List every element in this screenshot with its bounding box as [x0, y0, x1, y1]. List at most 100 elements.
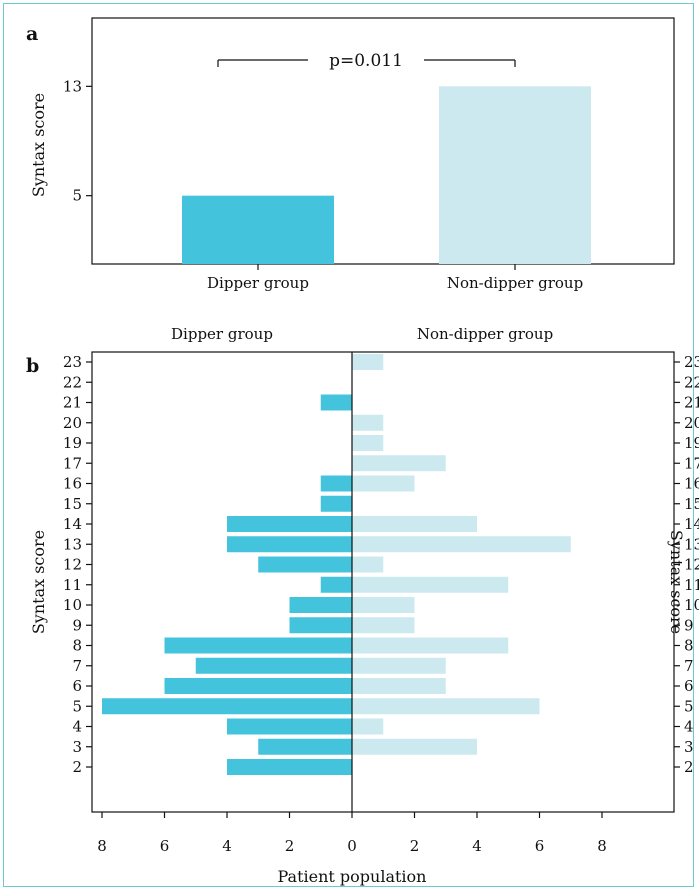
panel-b: Dipper group Non-dipper group b Syntax s…: [26, 325, 699, 886]
x-tick-label: 4: [222, 837, 232, 855]
non-dipper-bar-20: [352, 414, 384, 431]
non-dipper-bar-4: [352, 718, 384, 735]
right-y-tick-label: 3: [684, 738, 694, 756]
left-y-tick-label: 7: [72, 657, 82, 675]
bar-dipper-group: [182, 195, 334, 264]
non-dipper-bar-11: [352, 576, 509, 593]
left-y-tick-label: 20: [63, 414, 82, 432]
left-y-tick-label: 9: [72, 616, 82, 634]
left-y-tick-label: 23: [63, 353, 82, 371]
right-y-tick-label: 2: [684, 758, 694, 776]
p-value-label: p=0.011: [329, 51, 403, 71]
right-y-tick-label: 11: [684, 576, 699, 594]
left-y-tick-label: 22: [63, 373, 82, 391]
x-tick-label: 2: [410, 837, 420, 855]
right-y-tick-label: 6: [684, 677, 694, 695]
panel-b-left-y-axis-title: Syntax score: [29, 530, 48, 634]
left-y-tick-label: 19: [63, 434, 82, 452]
x-tick-label: 4: [472, 837, 482, 855]
left-y-tick-label: 5: [72, 697, 82, 715]
dipper-bar-15: [320, 495, 352, 512]
figure-frame: [3, 3, 694, 887]
left-y-tick-label: 12: [63, 556, 82, 574]
panel-b-plot-frame: [91, 351, 675, 813]
non-dipper-bar-10: [352, 597, 415, 613]
right-y-tick-label: 5: [684, 697, 694, 715]
right-y-tick-label: 15: [684, 495, 699, 513]
left-y-tick-label: 14: [63, 515, 82, 533]
left-y-tick-label: 4: [72, 718, 82, 736]
right-y-tick-label: 14: [684, 515, 699, 533]
dipper-bar-12: [258, 556, 352, 573]
dipper-bar-21: [320, 394, 352, 411]
x-tick-label: 6: [160, 837, 170, 855]
left-y-tick-label: 3: [72, 738, 82, 756]
x-tick-label: 2: [285, 837, 295, 855]
panel-b-right-title: Non-dipper group: [417, 325, 553, 343]
right-y-tick-label: 23: [684, 353, 699, 371]
non-dipper-bar-6: [352, 678, 446, 694]
right-y-tick-label: 9: [684, 616, 694, 634]
right-y-tick-label: 19: [684, 434, 699, 452]
right-y-tick-label: 17: [684, 454, 699, 472]
non-dipper-bar-13: [352, 536, 571, 553]
non-dipper-bar-16: [352, 475, 415, 492]
panel-b-label: b: [26, 355, 39, 377]
dipper-bar-2: [227, 759, 352, 775]
left-y-tick-label: 16: [63, 475, 82, 493]
significance-bracket: p=0.011: [217, 51, 516, 71]
dipper-bar-14: [227, 516, 352, 532]
non-dipper-bar-3: [352, 738, 477, 755]
y-tick-label: 13: [63, 77, 82, 95]
panel-b-x-axis-title: Patient population: [278, 867, 427, 886]
right-y-tick-label: 12: [684, 556, 699, 574]
right-y-tick-label: 16: [684, 475, 699, 493]
left-y-tick-label: 13: [63, 535, 82, 553]
right-y-tick-label: 4: [684, 718, 694, 736]
non-dipper-bar-14: [352, 516, 477, 532]
right-y-tick-label: 7: [684, 657, 694, 675]
right-y-tick-label: 22: [684, 373, 699, 391]
dipper-bar-16: [320, 475, 352, 492]
panel-b-left-title: Dipper group: [171, 325, 273, 343]
bar-non-dipper-group: [439, 86, 591, 264]
non-dipper-bar-8: [352, 637, 509, 654]
left-y-tick-label: 2: [72, 758, 82, 776]
panel-a-y-axis-title: Syntax score: [29, 93, 48, 197]
non-dipper-bar-9: [352, 617, 415, 634]
non-dipper-bar-17: [352, 455, 446, 472]
non-dipper-bar-7: [352, 657, 446, 674]
dipper-bar-8: [164, 637, 352, 654]
left-y-tick-label: 11: [63, 576, 82, 594]
dipper-bar-3: [258, 738, 352, 755]
right-y-tick-label: 20: [684, 414, 699, 432]
x-tick-label: 6: [535, 837, 545, 855]
non-dipper-bar-23: [352, 354, 384, 370]
dipper-bar-11: [320, 576, 352, 593]
left-y-tick-label: 21: [63, 394, 82, 412]
left-y-tick-label: 17: [63, 454, 82, 472]
right-y-tick-label: 8: [684, 637, 694, 655]
panel-a-label: a: [26, 23, 38, 45]
dipper-bar-6: [164, 678, 352, 694]
dipper-bar-13: [227, 536, 352, 553]
right-y-tick-label: 13: [684, 535, 699, 553]
x-tick-label: Non-dipper group: [447, 274, 583, 292]
left-y-tick-label: 15: [63, 495, 82, 513]
left-y-tick-label: 10: [63, 596, 82, 614]
right-y-tick-label: 10: [684, 596, 699, 614]
right-y-tick-label: 21: [684, 394, 699, 412]
panel-a: a Syntax score 5 13 Dipper group Non-dippe…: [26, 17, 675, 292]
non-dipper-bar-12: [352, 556, 384, 573]
x-tick-label: 8: [597, 837, 607, 855]
panel-b-right-y-axis-title: Syntax score: [667, 530, 686, 634]
left-y-tick-label: 8: [72, 637, 82, 655]
x-tick-label: 8: [97, 837, 107, 855]
dipper-bar-5: [102, 698, 352, 715]
dipper-bar-9: [289, 617, 352, 634]
x-tick-label: 0: [347, 837, 357, 855]
x-tick-label: Dipper group: [207, 274, 309, 292]
dipper-bar-4: [227, 718, 352, 735]
dipper-bar-10: [289, 597, 352, 613]
